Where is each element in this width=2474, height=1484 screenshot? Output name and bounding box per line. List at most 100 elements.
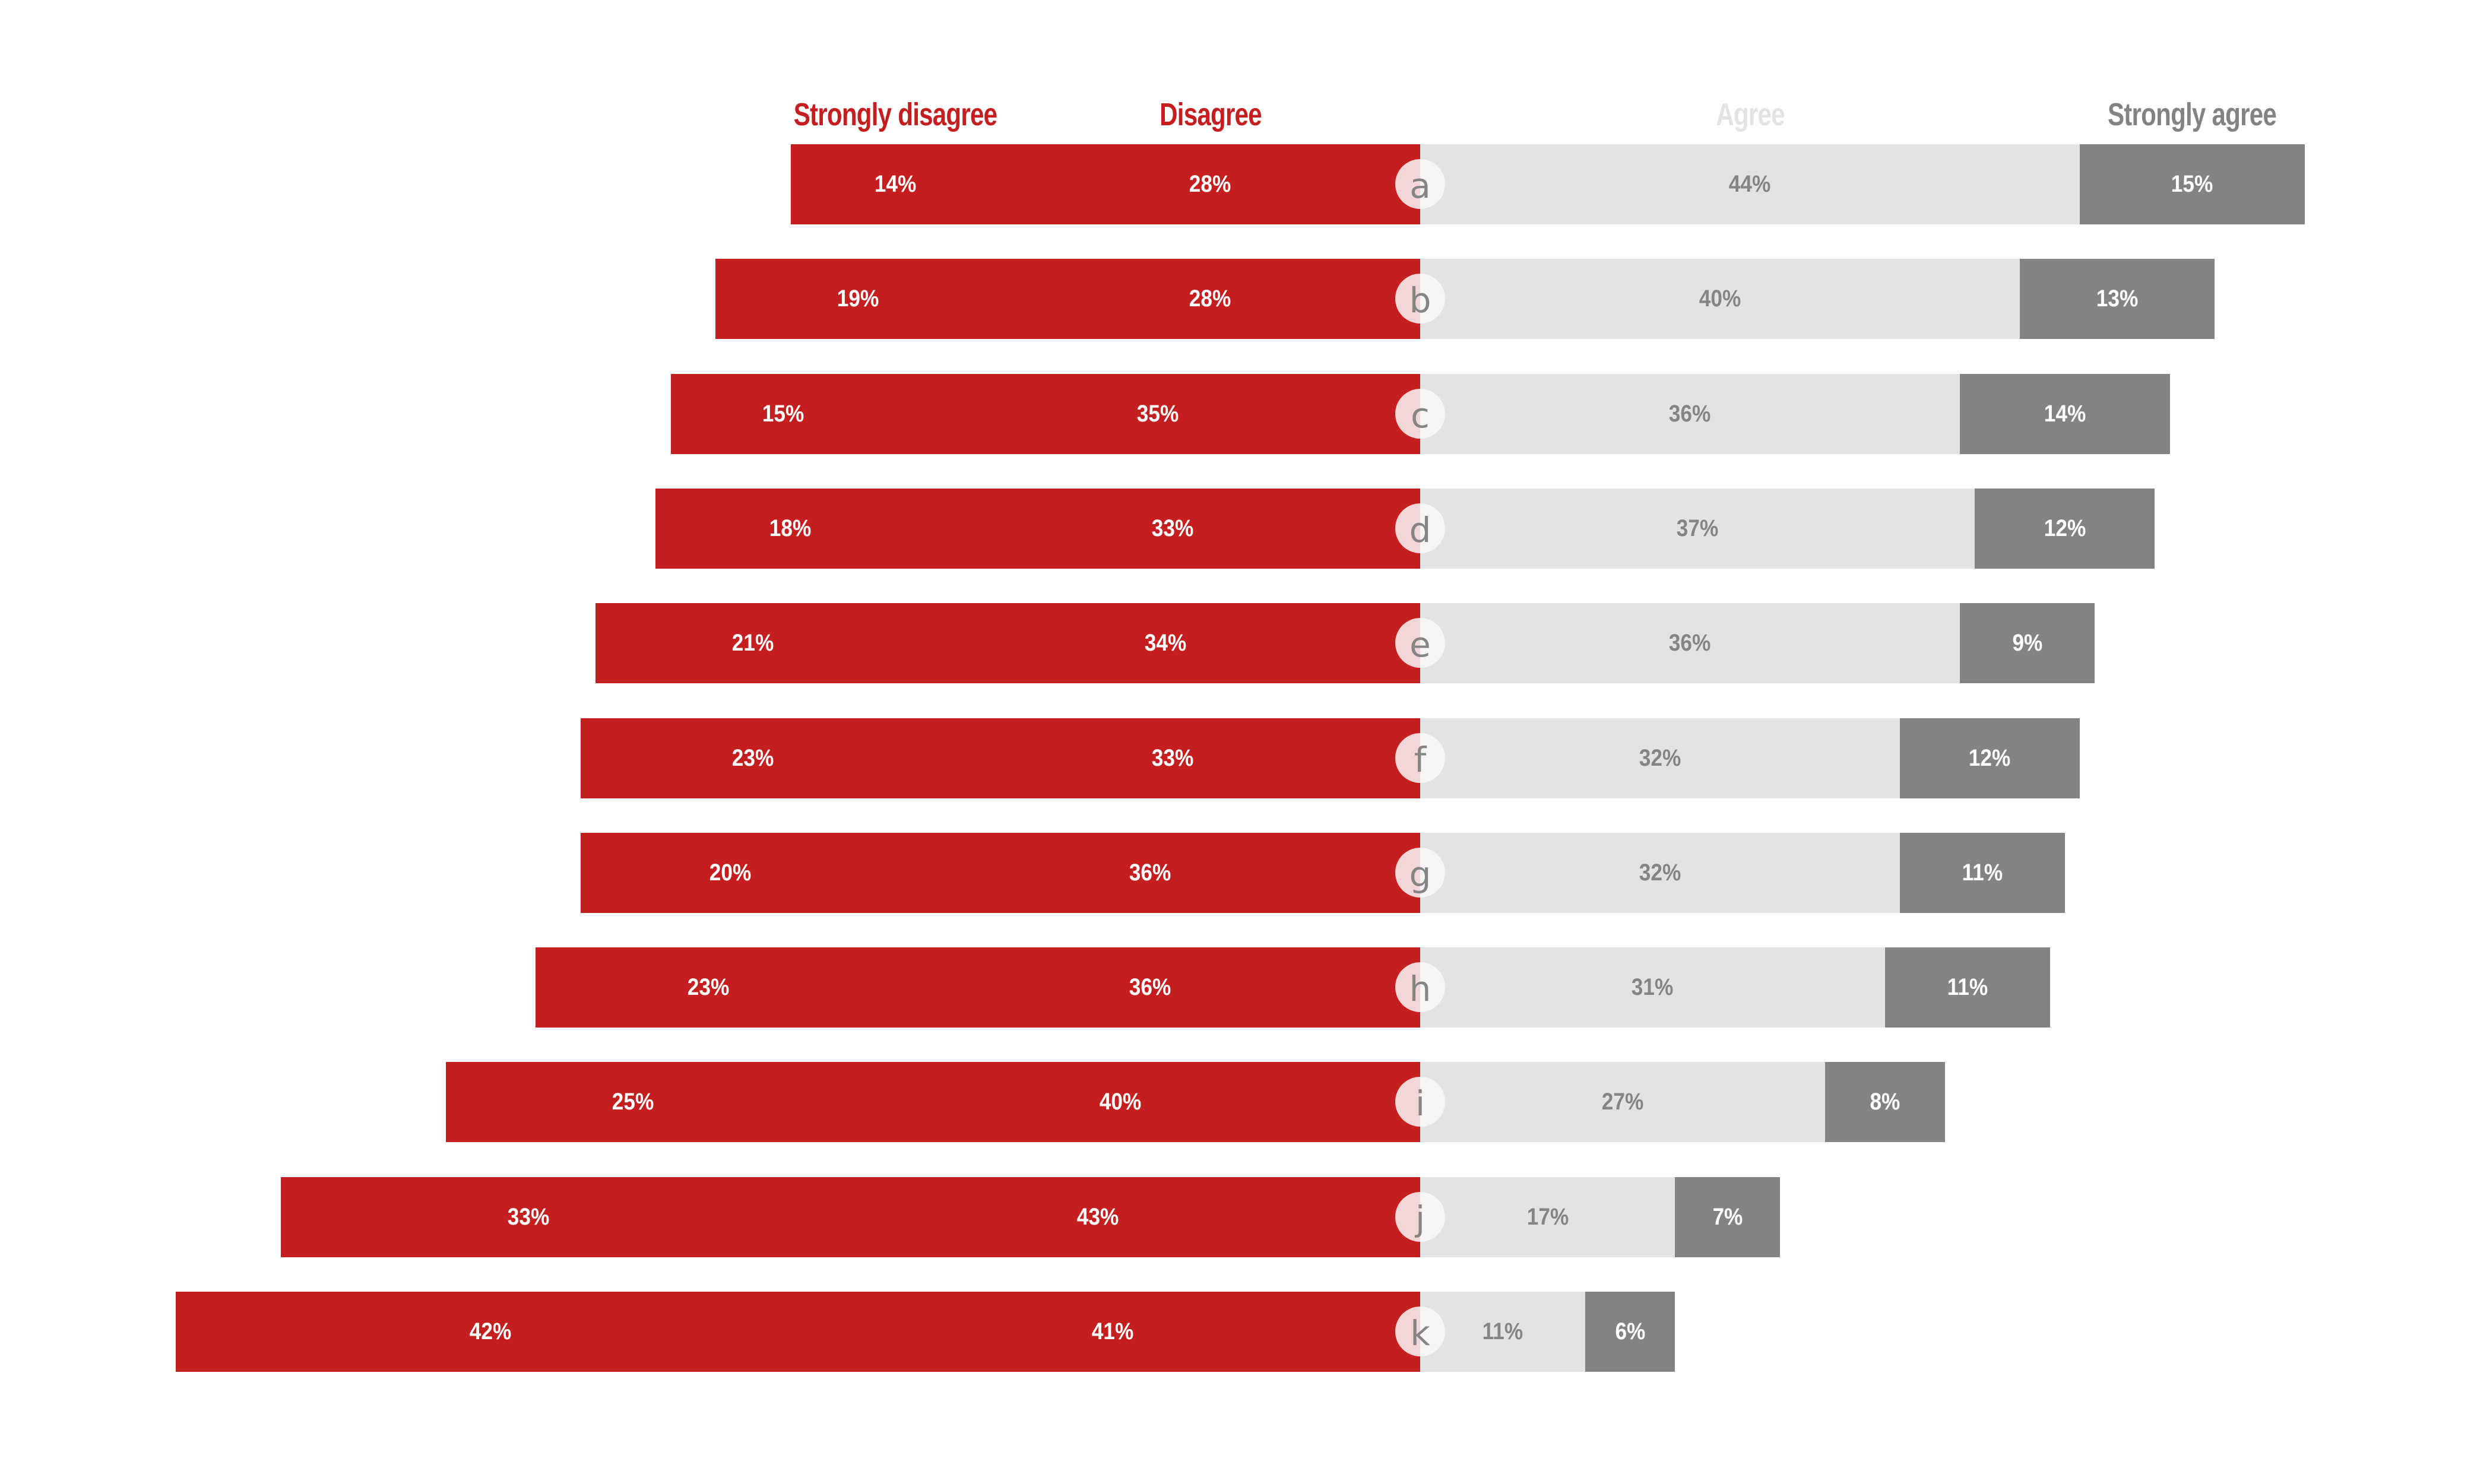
bar-segment-strongly-agree: 11%	[1900, 832, 2065, 913]
value-label: 32%	[1639, 744, 1681, 771]
category-label: c	[1411, 395, 1430, 436]
bar-segment-strongly-agree: 15%	[2080, 144, 2305, 224]
value-label: 28%	[1189, 171, 1231, 197]
bar-segment-agree: 11%	[1420, 1292, 1585, 1372]
bar-segment-strongly-agree: 12%	[1900, 718, 2080, 798]
bar-segment-strongly-agree: 8%	[1824, 1062, 1945, 1143]
category-label: g	[1409, 854, 1431, 895]
value-label: 40%	[1099, 1089, 1142, 1115]
bar-segment-strongly-disagree: 25%	[445, 1062, 821, 1143]
value-label: 12%	[1969, 744, 2011, 771]
legend-label-strongly-agree: Strongly agree	[2108, 97, 2277, 132]
bar-segment-agree: 17%	[1420, 1177, 1675, 1257]
bar-segment-agree: 32%	[1420, 718, 1900, 798]
value-label: 7%	[1712, 1203, 1743, 1230]
value-label: 20%	[709, 859, 752, 886]
bar-segment-strongly-disagree: 42%	[176, 1292, 806, 1372]
bar-segment-disagree: 36%	[880, 947, 1420, 1028]
value-label: 19%	[837, 286, 879, 312]
value-label: 27%	[1601, 1089, 1644, 1115]
bar-segment-disagree: 36%	[880, 832, 1420, 913]
bar-row-f: 23% 33% 32% 12% f	[0, 718, 2474, 798]
value-label: 28%	[1189, 286, 1231, 312]
bar-segment-strongly-disagree: 21%	[595, 603, 911, 684]
category-marker-h: h	[1395, 962, 1445, 1013]
bar-segment-agree: 44%	[1420, 144, 2080, 224]
value-label: 17%	[1526, 1203, 1569, 1230]
bar-segment-disagree: 35%	[895, 373, 1420, 454]
bar-segment-disagree: 34%	[910, 603, 1420, 684]
bar-row-i: 25% 40% 27% 8% i	[0, 1062, 2474, 1143]
bar-row-a: 14% 28% 44% 15% a	[0, 144, 2474, 224]
bar-segment-agree: 40%	[1420, 259, 2020, 340]
bar-segment-strongly-agree: 11%	[1884, 947, 2050, 1028]
bar-segment-agree: 37%	[1420, 488, 1975, 569]
value-label: 40%	[1699, 286, 1741, 312]
bar-row-c: 15% 35% 36% 14% c	[0, 373, 2474, 454]
category-label: a	[1409, 166, 1431, 206]
bar-segment-strongly-agree: 7%	[1675, 1177, 1780, 1257]
value-label: 36%	[1129, 859, 1171, 886]
category-marker-k: k	[1395, 1307, 1445, 1356]
category-marker-f: f	[1395, 733, 1445, 783]
value-label: 36%	[1129, 974, 1171, 1001]
value-label: 14%	[875, 171, 917, 197]
bar-segment-disagree: 40%	[821, 1062, 1420, 1143]
value-label: 11%	[1947, 974, 1988, 1001]
value-label: 33%	[1152, 744, 1194, 771]
value-label: 36%	[1669, 400, 1711, 427]
bar-row-h: 23% 36% 31% 11% h	[0, 947, 2474, 1028]
category-label: i	[1415, 1083, 1426, 1124]
bar-segment-strongly-disagree: 23%	[536, 947, 880, 1028]
category-label: j	[1415, 1198, 1426, 1239]
bar-row-k: 42% 41% 11% 6% k	[0, 1292, 2474, 1372]
value-label: 36%	[1669, 630, 1711, 657]
bar-segment-disagree: 33%	[925, 488, 1420, 569]
bar-segment-disagree: 28%	[1000, 259, 1420, 340]
legend-label-agree: Agree	[1715, 97, 1785, 132]
value-label: 37%	[1676, 515, 1719, 541]
category-label: e	[1409, 624, 1431, 665]
category-marker-g: g	[1395, 847, 1445, 898]
bar-segment-strongly-disagree: 23%	[581, 718, 926, 798]
legend-label-disagree: Disagree	[1159, 97, 1262, 132]
value-label: 15%	[2171, 171, 2213, 197]
category-label: f	[1414, 739, 1427, 780]
category-label: h	[1409, 969, 1431, 1010]
bar-segment-strongly-agree: 14%	[1960, 373, 2170, 454]
category-label: b	[1409, 280, 1431, 321]
bar-segment-strongly-disagree: 20%	[581, 832, 880, 913]
value-label: 25%	[612, 1089, 654, 1115]
bar-segment-strongly-agree: 6%	[1585, 1292, 1675, 1372]
value-label: 8%	[1870, 1089, 1900, 1115]
bar-segment-disagree: 28%	[1000, 144, 1420, 224]
bar-segment-disagree: 41%	[805, 1292, 1420, 1372]
value-label: 9%	[2012, 630, 2043, 657]
value-label: 12%	[2044, 515, 2086, 541]
value-label: 13%	[2096, 286, 2139, 312]
value-label: 41%	[1092, 1318, 1134, 1345]
value-label: 11%	[1482, 1318, 1523, 1345]
category-marker-a: a	[1395, 159, 1445, 209]
bar-segment-disagree: 43%	[775, 1177, 1420, 1257]
bar-row-e: 21% 34% 36% 9% e	[0, 603, 2474, 684]
value-label: 33%	[507, 1203, 549, 1230]
value-label: 44%	[1729, 171, 1771, 197]
value-label: 11%	[1962, 859, 2003, 886]
bar-segment-strongly-agree: 9%	[1960, 603, 2095, 684]
bar-segment-agree: 31%	[1420, 947, 1885, 1028]
bar-row-j: 33% 43% 17% 7% j	[0, 1177, 2474, 1257]
bar-segment-agree: 27%	[1420, 1062, 1825, 1143]
category-marker-j: j	[1395, 1191, 1445, 1242]
bar-segment-agree: 32%	[1420, 832, 1900, 913]
value-label: 33%	[1152, 515, 1194, 541]
bar-segment-strongly-agree: 12%	[1975, 488, 2155, 569]
bar-row-b: 19% 28% 40% 13% b	[0, 259, 2474, 340]
bar-row-g: 20% 36% 32% 11% g	[0, 832, 2474, 913]
bar-segment-strongly-disagree: 15%	[670, 373, 896, 454]
value-label: 21%	[732, 630, 774, 657]
value-label: 34%	[1144, 630, 1186, 657]
category-marker-e: e	[1395, 618, 1445, 668]
category-marker-d: d	[1395, 503, 1445, 553]
